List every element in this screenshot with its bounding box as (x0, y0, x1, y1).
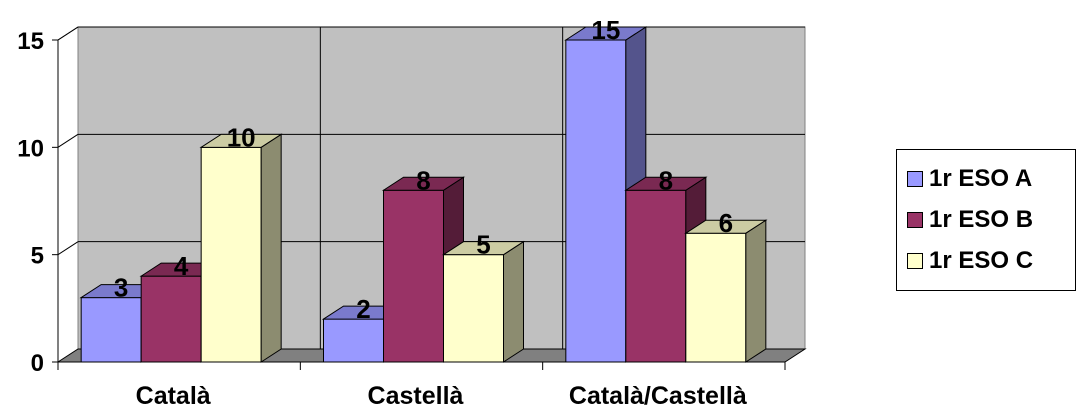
bar-front (565, 39, 627, 363)
gridline-side (57, 133, 79, 148)
bar-side (503, 240, 524, 363)
x-category-label: Català/Castellà (569, 382, 747, 410)
gridline-side (57, 241, 79, 256)
x-category-label: Castellà (368, 382, 464, 410)
bar-top (684, 219, 768, 234)
bar-top (624, 176, 708, 191)
data-label: 5 (476, 230, 490, 260)
bar-front (140, 275, 202, 363)
bar-front (625, 189, 687, 363)
bar-top (564, 26, 648, 41)
data-label: 8 (416, 165, 430, 195)
bar-front (200, 146, 262, 363)
y-tick-label: 0 (31, 350, 44, 377)
data-label: 2 (356, 294, 370, 324)
bar-front (383, 189, 444, 363)
legend-swatch (907, 212, 923, 228)
data-label: 6 (719, 208, 733, 238)
data-label: 4 (174, 251, 189, 281)
y-axis-top (57, 26, 79, 41)
legend-swatch (907, 171, 923, 187)
x-category-label: Català (136, 382, 211, 410)
bar-side (260, 133, 282, 363)
bar-side (745, 219, 767, 363)
legend-label: 1r ESO A (929, 165, 1033, 192)
bar-top (381, 176, 466, 191)
bar-front (80, 297, 142, 363)
legend-item: 1r ESO B (907, 205, 1033, 235)
bar-top (441, 241, 526, 256)
legend-swatch (907, 253, 923, 269)
data-label: 3 (114, 273, 128, 303)
bar-top (199, 133, 283, 148)
legend-item: 1r ESO A (907, 164, 1032, 194)
y-tick-label: 10 (17, 135, 44, 162)
legend-item: 1r ESO C (907, 246, 1033, 276)
data-label: 15 (591, 15, 620, 45)
bar-front (323, 318, 384, 363)
legend-label: 1r ESO B (929, 206, 1034, 233)
data-label: 8 (659, 165, 673, 195)
data-label: 10 (227, 122, 256, 152)
bar-front (443, 254, 504, 363)
y-tick-label: 5 (31, 243, 44, 270)
legend-label: 1r ESO C (929, 247, 1034, 274)
y-tick-label: 15 (17, 28, 44, 55)
legend: 1r ESO A 1r ESO B 1r ESO C (896, 149, 1076, 291)
bar-front (685, 232, 747, 363)
